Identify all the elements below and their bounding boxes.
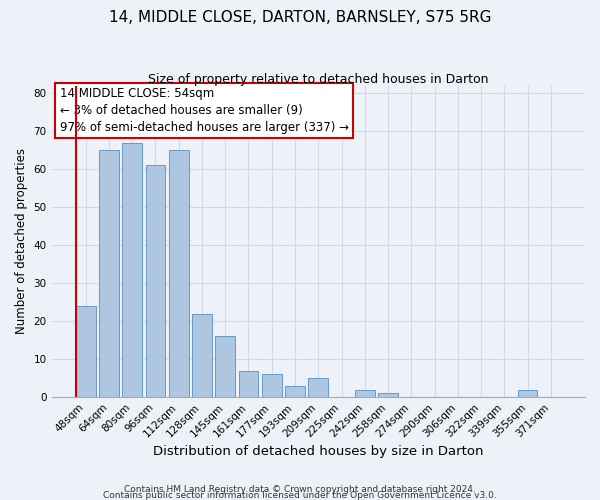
Y-axis label: Number of detached properties: Number of detached properties [15,148,28,334]
Bar [76,306,95,397]
X-axis label: Distribution of detached houses by size in Darton: Distribution of detached houses by size … [153,444,484,458]
Bar [169,150,188,397]
Bar [122,142,142,397]
Bar [285,386,305,397]
Bar [355,390,374,397]
Title: Size of property relative to detached houses in Darton: Size of property relative to detached ho… [148,72,488,86]
Bar [215,336,235,397]
Bar [146,166,166,397]
Bar [308,378,328,397]
Text: 14 MIDDLE CLOSE: 54sqm
← 3% of detached houses are smaller (9)
97% of semi-detac: 14 MIDDLE CLOSE: 54sqm ← 3% of detached … [59,87,349,134]
Text: Contains HM Land Registry data © Crown copyright and database right 2024.: Contains HM Land Registry data © Crown c… [124,484,476,494]
Text: 14, MIDDLE CLOSE, DARTON, BARNSLEY, S75 5RG: 14, MIDDLE CLOSE, DARTON, BARNSLEY, S75 … [109,10,491,25]
Text: Contains public sector information licensed under the Open Government Licence v3: Contains public sector information licen… [103,490,497,500]
Bar [378,394,398,397]
Bar [262,374,281,397]
Bar [99,150,119,397]
Bar [192,314,212,397]
Bar [518,390,538,397]
Bar [239,370,259,397]
